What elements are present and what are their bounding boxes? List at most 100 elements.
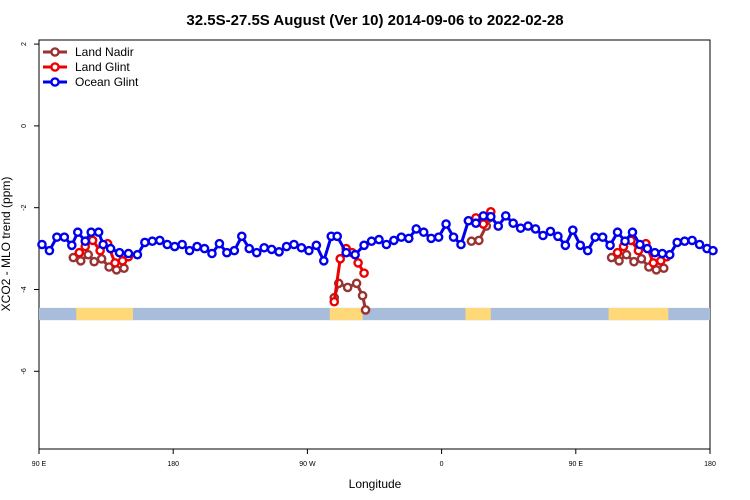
data-point — [568, 225, 578, 235]
data-point — [80, 236, 91, 247]
data-point — [474, 235, 484, 246]
axes: 90 E 180 90 W 0 90 E 180 2 0 -2 -4 -6 — [21, 42, 716, 468]
data-point — [341, 247, 351, 258]
data-point — [621, 249, 632, 260]
data-point — [418, 227, 429, 238]
data-point — [545, 226, 556, 237]
data-point — [508, 218, 518, 229]
data-point — [177, 239, 187, 250]
data-point — [448, 232, 459, 242]
data-point — [650, 247, 660, 258]
y-tick-label: -6 — [21, 368, 28, 374]
data-point — [274, 247, 284, 257]
data-point — [67, 240, 77, 251]
series-land-nadir — [68, 213, 669, 315]
data-point — [672, 237, 682, 248]
data-point — [319, 256, 329, 266]
data-point — [350, 249, 360, 260]
legend-item: Land Nadir — [43, 45, 134, 59]
legend-marker — [50, 62, 60, 72]
data-point — [72, 227, 83, 238]
legend-marker — [50, 77, 60, 87]
data-point — [329, 296, 340, 307]
data-point — [538, 230, 548, 241]
land-band — [608, 307, 669, 321]
data-point — [614, 256, 624, 266]
legend-label: Land Nadir — [75, 45, 134, 59]
data-point — [229, 245, 240, 256]
data-point — [357, 290, 368, 301]
data-point — [351, 278, 362, 289]
data-point — [411, 224, 422, 234]
data-point — [708, 245, 718, 256]
data-point — [169, 241, 180, 252]
data-point — [93, 227, 104, 238]
data-point — [636, 254, 647, 264]
chart-title: 32.5S-27.5S August (Ver 10) 2014-09-06 t… — [186, 12, 563, 29]
data-point — [515, 223, 526, 233]
land-band — [329, 307, 363, 321]
ocean-band — [39, 307, 710, 321]
data-point — [222, 247, 232, 258]
data-point — [629, 256, 639, 267]
data-point — [433, 232, 444, 242]
legend-marker — [50, 47, 60, 57]
data-point — [597, 232, 608, 242]
data-point — [89, 256, 99, 267]
x-tick-label: 0 — [440, 461, 444, 468]
data-point — [612, 227, 623, 238]
data-point — [605, 240, 615, 251]
data-point — [360, 305, 371, 315]
land-band — [76, 307, 133, 321]
y-tick-label: 2 — [21, 42, 28, 46]
data-point — [575, 240, 586, 251]
data-point — [664, 249, 675, 260]
data-point — [582, 245, 593, 256]
data-point — [162, 239, 173, 250]
data-point — [530, 224, 541, 234]
data-point — [694, 239, 705, 250]
data-point — [353, 258, 363, 268]
x-tick-label: 90 E — [32, 461, 47, 468]
series-land-glint — [74, 206, 672, 307]
land-ocean-band — [39, 307, 710, 321]
y-axis-title: XCO2 - MLO trend (ppm) — [0, 177, 13, 312]
data-point — [132, 249, 143, 260]
data-point — [199, 243, 210, 254]
data-point — [74, 247, 85, 258]
data-point — [289, 239, 299, 250]
data-point — [87, 235, 98, 246]
data-point — [441, 219, 451, 229]
data-point — [342, 282, 353, 293]
data-point — [606, 252, 617, 263]
data-point — [642, 243, 653, 254]
x-tick-label: 90 W — [299, 461, 316, 468]
y-tick-label: -4 — [21, 286, 28, 292]
data-point — [140, 237, 150, 248]
data-point — [296, 242, 307, 253]
data-point — [68, 252, 79, 263]
data-point — [500, 211, 511, 221]
data-point — [403, 233, 414, 244]
data-point — [147, 236, 158, 247]
data-point — [381, 239, 392, 250]
legend-item: Ocean Glint — [43, 75, 139, 89]
data-point — [486, 211, 496, 222]
data-point — [59, 232, 70, 242]
data-point — [456, 239, 466, 250]
data-point — [471, 218, 481, 229]
series-layer — [37, 206, 718, 315]
data-point — [463, 215, 474, 226]
data-point — [83, 249, 94, 260]
y-tick-label: 0 — [21, 124, 28, 128]
x-axis-title: Longitude — [349, 477, 402, 491]
data-point — [332, 231, 343, 242]
data-point — [687, 235, 697, 246]
series-ocean-glint — [37, 211, 718, 266]
data-point — [478, 219, 489, 229]
data-point — [311, 240, 322, 251]
data-point — [612, 247, 623, 258]
data-point — [86, 227, 96, 238]
